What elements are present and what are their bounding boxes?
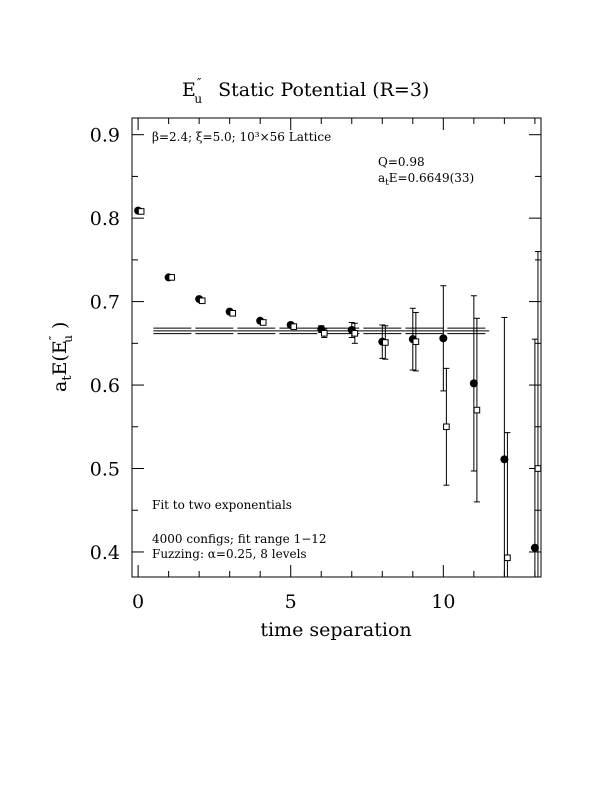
annotation-fuzzing: Fuzzing: α=0.25, 8 levels [152, 547, 307, 561]
data-point [351, 330, 359, 337]
data-point [534, 465, 542, 472]
x-axis-label: time separation [260, 619, 411, 641]
data-point [290, 323, 298, 330]
data-point [530, 543, 539, 552]
data-point [198, 297, 206, 305]
chart-title: E″ u Static Potential (R=3) [182, 76, 429, 106]
data-point [469, 379, 478, 388]
svg-text:atE(E″u ): atE(E″u ) [47, 322, 75, 392]
data-point [473, 406, 481, 414]
data-point [320, 330, 328, 337]
y-tick-label: 0.8 [90, 208, 120, 230]
x-tick-label: 0 [132, 591, 144, 613]
data-point [500, 455, 509, 464]
data-point [382, 339, 389, 346]
data-point [439, 334, 448, 343]
series-open-squares [137, 208, 542, 577]
y-tick-label: 0.6 [90, 375, 120, 397]
x-tick-labels: 0 5 10 [132, 591, 455, 613]
x-tick-label: 5 [285, 591, 297, 613]
y-tick-label: 0.9 [90, 125, 120, 147]
series-filled-circles [134, 206, 539, 577]
plot-frame [131, 117, 542, 578]
data-point [443, 423, 450, 431]
x-tick-label: 10 [431, 591, 455, 613]
annotation-q: Q=0.98 [378, 155, 425, 169]
annotation-fit-energy: atE=0.6649(33) [378, 171, 474, 188]
data-point [259, 319, 267, 326]
annotation-fit-method: Fit to two exponentials [152, 498, 292, 512]
y-tick-label: 0.5 [90, 459, 120, 481]
data-point [504, 554, 511, 562]
y-tick-label: 0.4 [90, 542, 120, 564]
data-point [168, 274, 175, 281]
annotation-lattice: β=2.4; ξ=5.0; 10³×56 Lattice [152, 130, 331, 144]
data-point [412, 338, 420, 345]
y-tick-labels: 0.4 0.5 0.6 0.7 0.8 0.9 [90, 125, 120, 564]
y-axis-label: atE(E″u ) [47, 322, 75, 392]
data-point [137, 208, 145, 215]
y-tick-label: 0.7 [90, 292, 120, 314]
annotation-configs: 4000 configs; fit range 1−12 [152, 532, 327, 546]
data-point [229, 309, 237, 317]
